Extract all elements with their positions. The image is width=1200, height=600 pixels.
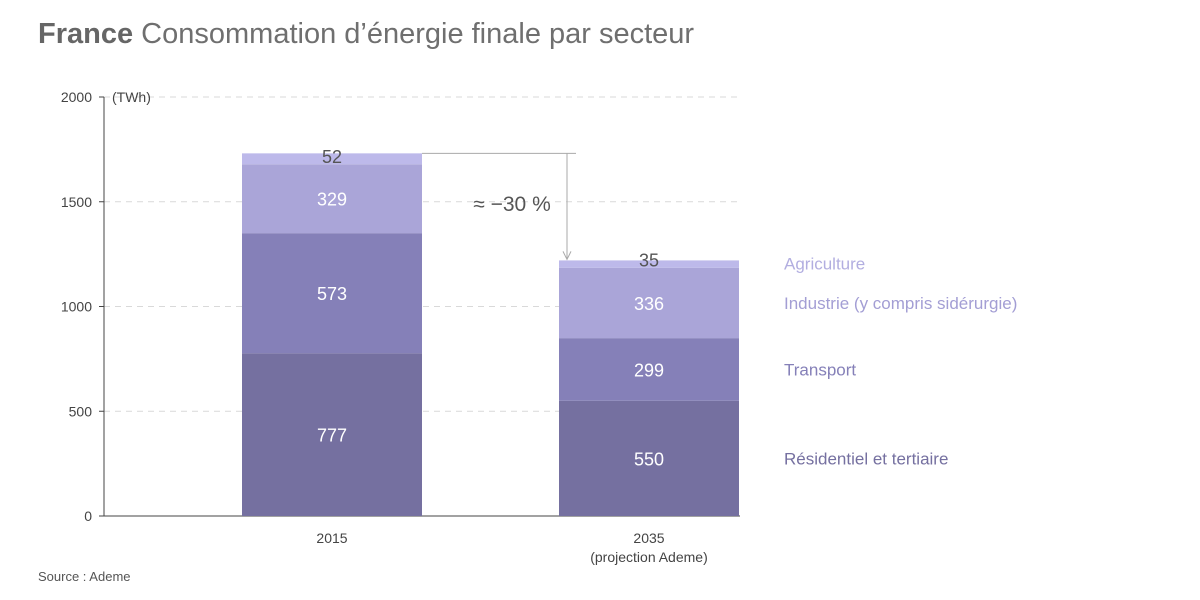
y-axis-unit: (TWh) [112, 89, 151, 105]
data-label: 336 [634, 294, 664, 314]
bar-segment [242, 164, 422, 234]
bar-segment [242, 353, 422, 516]
x-tick-sublabel: (projection Ademe) [590, 549, 708, 565]
data-label: 777 [317, 426, 347, 446]
x-tick-label: 2035 [633, 530, 664, 546]
y-tick-label: 0 [84, 508, 92, 524]
data-label: 35 [639, 251, 659, 271]
bar-segment [559, 400, 739, 516]
bar-segment [559, 260, 739, 268]
reduction-annotation: ≈ −30 % [473, 193, 551, 216]
y-tick-label: 500 [69, 403, 93, 419]
data-label: 550 [634, 449, 664, 469]
title-country: France [38, 18, 134, 50]
legend-entry: Agriculture [784, 254, 865, 273]
x-tick-label: 2015 [316, 530, 347, 546]
bar-segment [559, 267, 739, 339]
data-label: 52 [322, 147, 342, 167]
source-note: Source : Ademe [38, 569, 131, 584]
data-label: 299 [634, 360, 664, 380]
annotation-arrowhead [562, 251, 572, 261]
legend-entry: Industrie (y compris sidérurgie) [784, 294, 1017, 313]
bar-segment [242, 233, 422, 354]
bar-segment [559, 338, 739, 401]
title-subtitle: Consommation d’énergie finale par secteu… [141, 18, 695, 50]
bar-segment [242, 153, 422, 165]
legend-entry: Transport [784, 360, 856, 379]
data-label: 573 [317, 284, 347, 304]
chart-title: France Consommation d’énergie finale par… [38, 18, 694, 51]
data-label: 329 [317, 190, 347, 210]
y-tick-label: 1500 [61, 194, 92, 210]
y-tick-label: 1000 [61, 299, 92, 315]
y-tick-label: 2000 [61, 89, 92, 105]
legend-entry: Résidentiel et tertiaire [784, 449, 948, 468]
